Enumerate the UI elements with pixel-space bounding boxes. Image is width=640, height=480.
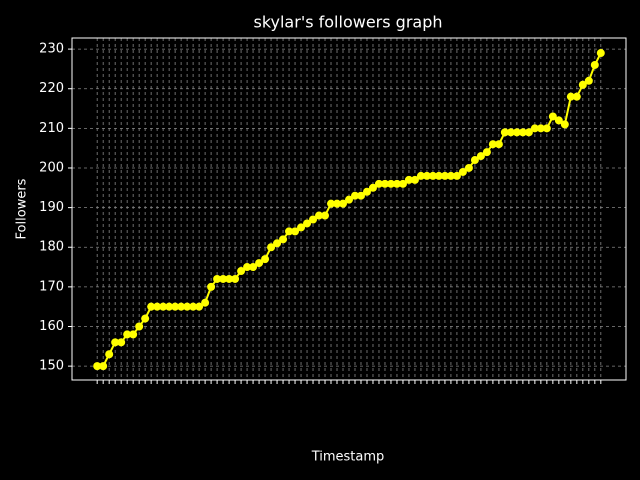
data-point — [243, 263, 252, 272]
data-point — [470, 156, 479, 165]
data-point — [255, 259, 264, 268]
data-point — [386, 179, 395, 188]
data-point — [488, 140, 497, 149]
data-point — [440, 171, 449, 180]
data-point — [506, 128, 515, 137]
data-point — [572, 92, 581, 101]
data-point — [189, 302, 198, 311]
data-point — [285, 227, 294, 236]
y-tick-label: 190 — [39, 200, 64, 215]
data-point — [147, 302, 156, 311]
data-point — [165, 302, 174, 311]
data-point — [249, 263, 258, 272]
data-point — [111, 338, 120, 347]
data-point — [350, 191, 359, 200]
data-point — [279, 235, 288, 244]
data-point — [213, 274, 222, 283]
data-point — [183, 302, 192, 311]
data-point — [512, 128, 521, 137]
data-point — [518, 128, 527, 137]
data-point — [267, 243, 276, 252]
data-point — [219, 274, 228, 283]
chart-title: skylar's followers graph — [253, 13, 442, 32]
y-axis-label: Followers — [15, 178, 30, 239]
data-point — [195, 302, 204, 311]
data-point — [141, 314, 150, 323]
data-point — [554, 116, 563, 125]
data-point — [362, 187, 371, 196]
data-point — [596, 49, 605, 58]
y-tick-label: 230 — [39, 42, 64, 57]
data-point — [309, 215, 318, 224]
data-point — [171, 302, 180, 311]
data-point — [237, 267, 246, 276]
data-point — [117, 338, 126, 347]
data-point — [297, 223, 306, 232]
data-point — [135, 322, 144, 331]
data-point — [153, 302, 162, 311]
y-tick-label: 150 — [39, 359, 64, 374]
data-point — [93, 362, 102, 371]
data-point — [476, 152, 485, 161]
y-tick-label: 160 — [39, 319, 64, 334]
data-point — [524, 128, 533, 137]
data-point — [434, 171, 443, 180]
data-point — [129, 330, 138, 339]
data-point — [315, 211, 324, 220]
data-point — [584, 76, 593, 85]
data-point — [566, 92, 575, 101]
y-tick-label: 200 — [39, 160, 64, 175]
data-point — [458, 167, 467, 176]
data-point — [494, 140, 503, 149]
data-point — [500, 128, 509, 137]
data-point — [464, 163, 473, 172]
data-point — [368, 183, 377, 192]
data-point — [201, 298, 210, 307]
y-tick-label: 170 — [39, 279, 64, 294]
data-point — [380, 179, 389, 188]
data-point — [452, 171, 461, 180]
data-point — [207, 282, 216, 291]
data-point — [327, 199, 336, 208]
y-tick-label: 180 — [39, 240, 64, 255]
data-point — [536, 124, 545, 133]
data-point — [159, 302, 168, 311]
data-point — [590, 60, 599, 69]
data-point — [374, 179, 383, 188]
data-point — [578, 80, 587, 89]
data-point — [482, 148, 491, 157]
data-point — [231, 274, 240, 283]
data-point — [291, 227, 300, 236]
data-point — [345, 195, 353, 204]
data-point — [261, 255, 270, 264]
data-point — [225, 274, 234, 283]
data-point — [446, 171, 455, 180]
data-point — [105, 350, 114, 359]
data-point — [303, 219, 312, 228]
data-point — [99, 362, 108, 371]
plot-frame — [71, 37, 627, 381]
y-tick-label: 220 — [39, 81, 64, 96]
data-point — [392, 179, 401, 188]
data-point — [398, 179, 407, 188]
data-point — [404, 175, 413, 184]
data-point — [542, 124, 551, 133]
data-point — [548, 112, 557, 121]
data-point — [273, 239, 282, 248]
data-point — [123, 330, 132, 339]
data-point — [530, 124, 539, 133]
y-tick-label: 210 — [39, 121, 64, 136]
data-point — [333, 199, 342, 208]
data-point — [416, 171, 425, 180]
data-point — [560, 120, 569, 129]
data-point — [321, 211, 330, 220]
data-point — [339, 199, 348, 208]
x-axis-label: Timestamp — [311, 450, 385, 465]
data-point — [356, 191, 365, 200]
data-point — [177, 302, 186, 311]
data-point — [428, 171, 437, 180]
data-point — [422, 171, 431, 180]
data-point — [410, 175, 419, 184]
